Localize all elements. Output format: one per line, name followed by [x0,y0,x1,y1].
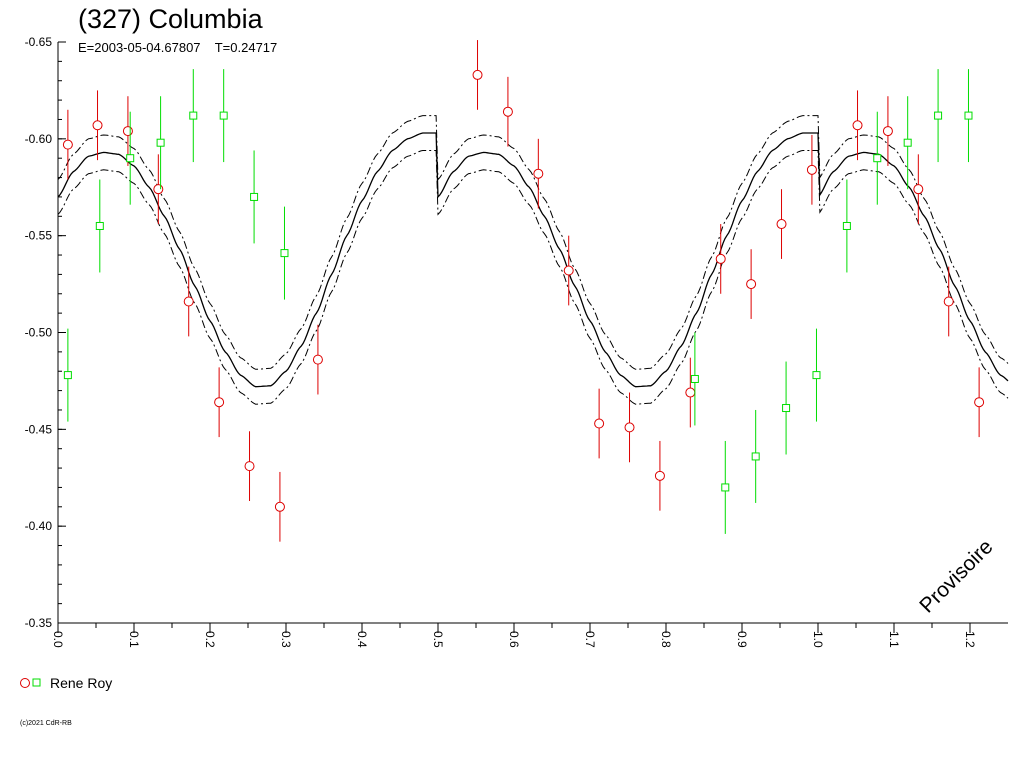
square-data-point [280,249,289,258]
fit-curve-main [57,132,1009,388]
circle-data-point [92,120,103,131]
chart-title: (327) Columbia [78,4,263,34]
circle-data-point [654,470,665,481]
chart-subtitle: E=2003-05-04.67807 T=0.24717 [78,40,278,55]
legend-markers [20,678,41,688]
square-data-point [842,221,851,230]
x-tick-label: 0.8 [659,631,673,648]
circle-data-point [882,126,893,137]
circle-data-point [472,69,483,80]
x-tick-label: 0.1 [127,631,141,648]
legend: Rene Roy [18,675,112,691]
provisoire-watermark: Provisoire [915,535,997,617]
x-tick-label: 0.3 [279,631,293,648]
y-tick-label: -0.65 [25,35,53,49]
square-data-point [219,111,228,120]
circle-data-point [715,253,726,264]
axes: -0.65 -0.60 -0.55 -0.50 -0.45 -0.40 -0.350.0 0.… [25,35,1008,648]
circle-data-point [274,501,285,512]
x-tick-label: 1.2 [963,631,977,648]
square-data-point [95,221,104,230]
circle-data-point [153,184,164,195]
square-data-point [189,111,198,120]
square-data-point [782,404,791,413]
y-tick-label: -0.60 [25,132,53,146]
circle-data-point [913,184,924,195]
circle-data-point [685,387,696,398]
square-data-point [934,111,943,120]
legend-square-marker [32,678,41,687]
legend-label: Rene Roy [50,675,113,691]
fit-curve [57,115,1009,405]
fit-curve-upper-band [57,150,1009,405]
circle-data-point [776,219,787,230]
x-tick-label: 0.0 [51,631,65,648]
y-tick-label: -0.35 [25,616,53,630]
square-data-point [751,452,760,461]
circle-data-point [806,164,817,175]
square-data-point [721,483,730,492]
x-tick-label: 0.4 [355,631,369,648]
y-tick-label: -0.40 [25,519,53,533]
circle-data-point [852,120,863,131]
square-data-point [156,138,165,147]
square-data-point [903,138,912,147]
x-tick-label: 0.6 [507,631,521,648]
x-tick-label: 0.7 [583,631,597,648]
y-tick-label: -0.45 [25,422,53,436]
circle-data-point [244,461,255,472]
x-tick-label: 1.0 [811,631,825,648]
circle-data-point [624,422,635,433]
fit-curve-lower-band [57,115,1009,370]
circle-data-point [746,279,757,290]
data-points [62,40,985,542]
square-data-point [63,371,72,380]
circle-data-point [594,418,605,429]
circle-data-point [62,139,73,150]
x-tick-label: 0.5 [431,631,445,648]
x-tick-label: 1.1 [887,631,901,648]
legend-circle-marker [20,678,30,688]
circle-data-point [183,296,194,307]
square-data-point [964,111,973,120]
copyright: (c)2021 CdR-RB [20,720,72,727]
x-tick-label: 0.9 [735,631,749,648]
circle-data-point [563,265,574,276]
circle-data-point [533,168,544,179]
square-data-point [250,192,259,201]
y-tick-label: -0.50 [25,326,53,340]
square-data-point [873,154,882,163]
circle-data-point [974,397,985,408]
square-data-point [126,154,135,163]
x-tick-label: 0.2 [203,631,217,648]
square-data-point [812,371,821,380]
circle-data-point [312,354,323,365]
circle-data-point [943,296,954,307]
circle-data-point [214,397,225,408]
circle-data-point [502,106,513,117]
y-tick-label: -0.55 [25,229,53,243]
square-data-point [690,374,699,383]
circle-data-point [122,126,133,137]
